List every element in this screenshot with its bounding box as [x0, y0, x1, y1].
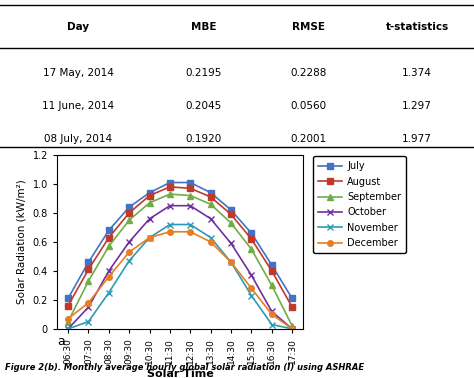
November [167, 222, 173, 227]
December [248, 286, 254, 291]
August [65, 304, 71, 308]
September [65, 319, 71, 324]
Line: October: October [65, 203, 295, 332]
August [208, 195, 213, 199]
Y-axis label: Solar Radiation (kW/m²): Solar Radiation (kW/m²) [17, 180, 27, 304]
Text: 1.977: 1.977 [402, 134, 432, 144]
November [127, 259, 132, 263]
X-axis label: Solar Time: Solar Time [147, 369, 213, 378]
Legend: July, August, September, October, November, December: July, August, September, October, Novemb… [313, 156, 406, 253]
October [228, 241, 234, 246]
December [228, 260, 234, 265]
October [86, 305, 91, 309]
July [248, 231, 254, 235]
Text: Day: Day [67, 22, 89, 32]
July [106, 228, 112, 232]
Text: 1.374: 1.374 [402, 68, 432, 77]
July [65, 296, 71, 301]
November [228, 260, 234, 265]
August [248, 237, 254, 241]
December [289, 327, 295, 331]
July [86, 260, 91, 265]
July [187, 180, 193, 185]
Text: a: a [57, 335, 64, 347]
July [208, 191, 213, 195]
November [248, 293, 254, 298]
September [187, 193, 193, 198]
Text: 0.2045: 0.2045 [186, 101, 222, 111]
Text: RMSE: RMSE [292, 22, 325, 32]
August [289, 305, 295, 309]
July [269, 263, 274, 267]
October [208, 217, 213, 221]
Line: December: December [65, 229, 295, 332]
Text: 0.2001: 0.2001 [290, 134, 326, 144]
December [65, 316, 71, 321]
October [167, 203, 173, 208]
November [86, 319, 91, 324]
September [289, 324, 295, 328]
August [147, 193, 153, 198]
August [106, 235, 112, 240]
December [106, 274, 112, 279]
October [289, 327, 295, 331]
September [228, 221, 234, 225]
Text: Figure 2(b). Monthly average hourly global solar radiation (I) using ASHRAE: Figure 2(b). Monthly average hourly glob… [5, 363, 364, 372]
November [208, 235, 213, 240]
Line: September: September [65, 191, 295, 329]
October [269, 309, 274, 314]
September [208, 202, 213, 206]
November [269, 322, 274, 327]
November [289, 327, 295, 331]
August [269, 269, 274, 273]
October [187, 203, 193, 208]
Text: MBE: MBE [191, 22, 217, 32]
September [248, 247, 254, 251]
September [86, 279, 91, 284]
August [127, 211, 132, 215]
July [167, 180, 173, 185]
September [127, 218, 132, 222]
August [86, 267, 91, 272]
November [106, 290, 112, 295]
Text: 0.1920: 0.1920 [186, 134, 222, 144]
Line: August: August [65, 184, 295, 310]
Text: t-statistics: t-statistics [385, 22, 449, 32]
November [187, 222, 193, 227]
Text: 1.297: 1.297 [402, 101, 432, 111]
September [269, 283, 274, 288]
July [228, 208, 234, 212]
December [86, 301, 91, 305]
December [147, 235, 153, 240]
July [127, 205, 132, 209]
September [167, 192, 173, 196]
Line: November: November [65, 222, 295, 332]
December [167, 229, 173, 234]
Text: 08 July, 2014: 08 July, 2014 [44, 134, 112, 144]
October [65, 327, 71, 331]
October [127, 240, 132, 244]
November [147, 235, 153, 240]
December [187, 229, 193, 234]
Text: 0.2195: 0.2195 [186, 68, 222, 77]
Text: 11 June, 2014: 11 June, 2014 [42, 101, 114, 111]
November [65, 327, 71, 331]
August [167, 184, 173, 189]
October [248, 273, 254, 277]
December [269, 312, 274, 317]
August [228, 212, 234, 217]
Text: 0.2288: 0.2288 [290, 68, 326, 77]
July [147, 191, 153, 195]
December [127, 250, 132, 254]
Text: 0.0560: 0.0560 [290, 101, 326, 111]
December [208, 240, 213, 244]
September [147, 200, 153, 205]
July [289, 296, 295, 301]
October [106, 269, 112, 273]
Line: July: July [65, 180, 295, 301]
October [147, 217, 153, 221]
August [187, 186, 193, 191]
Text: 17 May, 2014: 17 May, 2014 [43, 68, 114, 77]
September [106, 244, 112, 249]
